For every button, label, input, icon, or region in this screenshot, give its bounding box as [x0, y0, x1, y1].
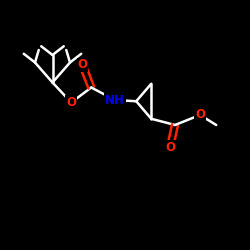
- Text: O: O: [195, 108, 205, 122]
- Text: NH: NH: [105, 94, 125, 106]
- Text: O: O: [165, 141, 175, 154]
- Text: O: O: [66, 96, 76, 109]
- Text: O: O: [78, 58, 88, 71]
